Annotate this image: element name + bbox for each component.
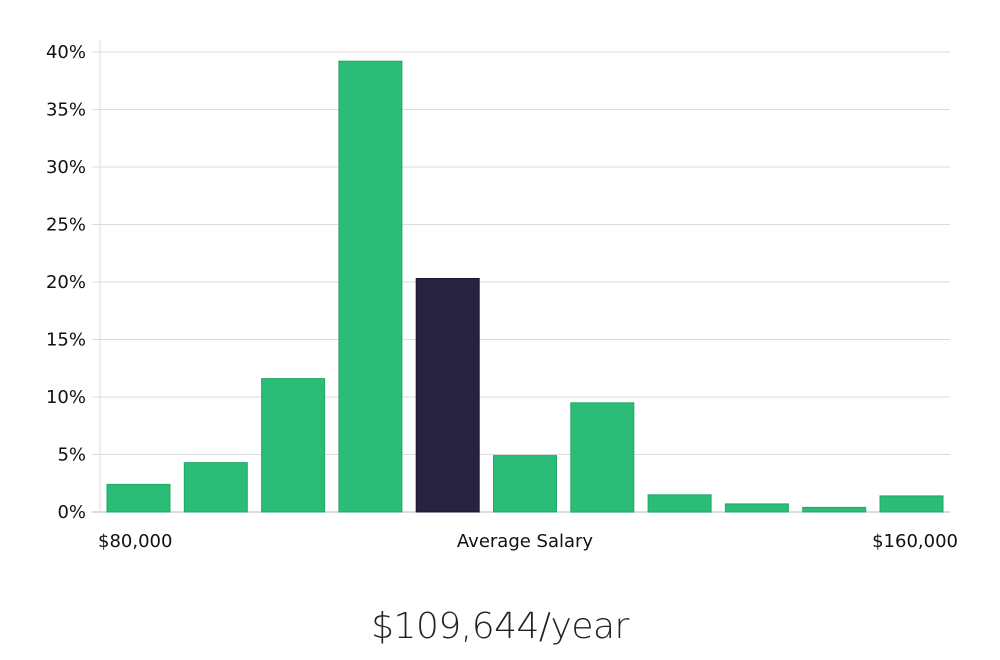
x-min-label: $80,000 xyxy=(98,531,172,552)
bar xyxy=(647,494,712,513)
y-axis-ticks: 0% 5% 10% 15% 20% 25% 30% 35% 40% xyxy=(46,42,86,523)
bar xyxy=(183,462,248,513)
y-tick-label: 10% xyxy=(46,387,86,408)
y-tick-label: 15% xyxy=(46,330,86,351)
y-tick-label: 20% xyxy=(46,272,86,293)
bars xyxy=(106,60,944,513)
x-axis-labels: $80,000 Average Salary $160,000 xyxy=(98,531,958,552)
gridlines xyxy=(92,40,950,513)
bar xyxy=(338,60,403,513)
y-tick-label: 0% xyxy=(57,502,86,523)
y-tick-label: 25% xyxy=(46,215,86,236)
x-max-label: $160,000 xyxy=(872,531,958,552)
bar xyxy=(493,455,557,513)
bar xyxy=(724,503,789,513)
bar xyxy=(261,378,326,513)
average-salary-value: $109,644/year xyxy=(371,606,629,647)
y-tick-label: 35% xyxy=(46,100,86,121)
salary-histogram: 0% 5% 10% 15% 20% 25% 30% 35% 40% $80,000 Averag… xyxy=(46,40,958,552)
y-tick-label: 5% xyxy=(57,445,86,466)
x-axis-title: Average Salary xyxy=(457,531,594,552)
y-tick-label: 40% xyxy=(46,42,86,63)
bar-highlighted xyxy=(415,278,480,513)
bar xyxy=(802,506,867,513)
bar xyxy=(106,483,171,513)
bar xyxy=(570,402,635,513)
bar xyxy=(879,495,944,513)
y-tick-label: 30% xyxy=(46,157,86,178)
